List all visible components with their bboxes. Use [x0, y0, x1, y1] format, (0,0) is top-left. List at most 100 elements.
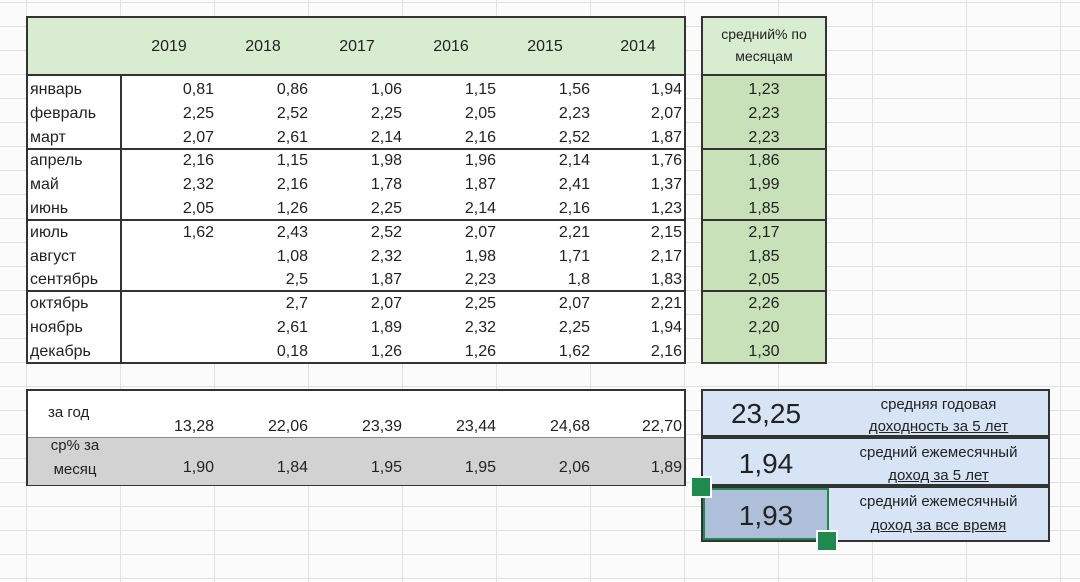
- per-year-label[interactable]: за год: [48, 404, 90, 421]
- value-cell[interactable]: 1,8: [567, 271, 590, 289]
- year-header-2019[interactable]: 2019: [151, 38, 187, 55]
- avg-cell[interactable]: 2,17: [748, 223, 780, 241]
- value-cell[interactable]: 2,25: [558, 319, 590, 336]
- value-cell[interactable]: 1,89: [370, 319, 402, 336]
- value-cell[interactable]: 2,52: [370, 223, 402, 241]
- value-cell[interactable]: 1,15: [276, 152, 308, 170]
- avg-cell[interactable]: 1,23: [748, 81, 780, 98]
- avg-month-label-line2[interactable]: месяц: [53, 461, 97, 478]
- selected-cell[interactable]: 1,93: [703, 488, 829, 540]
- value-cell[interactable]: 2,23: [464, 271, 496, 289]
- value-cell[interactable]: 2,32: [464, 319, 496, 336]
- avg-cell[interactable]: 1,30: [748, 342, 780, 360]
- avg-cell[interactable]: 2,20: [748, 319, 780, 336]
- month-label[interactable]: ноябрь: [30, 319, 83, 336]
- year-total-cell[interactable]: 22,06: [267, 418, 308, 435]
- avg-cell[interactable]: 2,05: [748, 271, 780, 289]
- year-header-2017[interactable]: 2017: [339, 38, 375, 55]
- value-cell[interactable]: 1,98: [464, 247, 496, 265]
- value-cell[interactable]: 2,07: [182, 128, 214, 146]
- value-cell[interactable]: 2,5: [285, 271, 308, 289]
- value-cell[interactable]: 2,14: [464, 200, 496, 217]
- value-cell[interactable]: 2,05: [182, 200, 214, 217]
- value-cell[interactable]: 2,43: [276, 223, 308, 241]
- value-cell[interactable]: 2,16: [558, 200, 590, 217]
- month-label[interactable]: сентябрь: [30, 271, 99, 289]
- value-cell[interactable]: 2,25: [370, 104, 402, 122]
- value-cell[interactable]: 2,07: [370, 295, 402, 313]
- value-cell[interactable]: 2,05: [464, 104, 496, 122]
- avg-cell[interactable]: 2,26: [748, 295, 780, 313]
- value-cell[interactable]: 2,21: [650, 295, 682, 313]
- value-cell[interactable]: 1,94: [650, 81, 682, 98]
- value-cell[interactable]: 1,87: [650, 128, 682, 146]
- avg-cell[interactable]: 2,23: [748, 128, 780, 146]
- avg-month-label-line1[interactable]: ср% за: [50, 437, 100, 454]
- value-cell[interactable]: 2,61: [276, 319, 308, 336]
- month-label[interactable]: октябрь: [30, 295, 89, 313]
- avg-column-header[interactable]: средний% по месяцам: [703, 18, 825, 76]
- value-cell[interactable]: 2,52: [276, 104, 308, 122]
- value-cell[interactable]: 2,32: [370, 247, 402, 265]
- value-cell[interactable]: 1,78: [370, 176, 402, 194]
- value-cell[interactable]: 0,86: [276, 81, 308, 98]
- value-cell[interactable]: 2,16: [464, 128, 496, 146]
- summary-value[interactable]: 1,94: [738, 448, 794, 479]
- month-label[interactable]: апрель: [30, 152, 83, 170]
- value-cell[interactable]: 1,96: [464, 152, 496, 170]
- year-header-2015[interactable]: 2015: [527, 38, 563, 55]
- value-cell[interactable]: 2,07: [558, 295, 590, 313]
- value-cell[interactable]: 2,07: [464, 223, 496, 241]
- value-cell[interactable]: 1,56: [558, 81, 590, 98]
- value-cell[interactable]: 2,07: [650, 104, 682, 122]
- year-header-2018[interactable]: 2018: [245, 38, 281, 55]
- value-cell[interactable]: 2,61: [276, 128, 308, 146]
- month-label[interactable]: август: [30, 247, 77, 265]
- value-cell[interactable]: 0,18: [276, 342, 308, 360]
- year-total-cell[interactable]: 13,28: [173, 418, 214, 435]
- selection-end-handle[interactable]: [816, 530, 838, 552]
- value-cell[interactable]: 1,26: [276, 200, 308, 217]
- value-cell[interactable]: 2,14: [370, 128, 402, 146]
- year-total-cell[interactable]: 23,44: [455, 418, 496, 435]
- year-total-cell[interactable]: 22,70: [641, 418, 682, 435]
- summary-value[interactable]: 23,25: [730, 398, 802, 429]
- avg-month-cell[interactable]: 1,84: [276, 459, 308, 476]
- value-cell[interactable]: 2,17: [650, 247, 682, 265]
- value-cell[interactable]: 1,94: [650, 319, 682, 336]
- avg-month-cell[interactable]: 1,90: [182, 459, 214, 476]
- avg-cell[interactable]: 1,85: [748, 247, 780, 265]
- value-cell[interactable]: 1,87: [464, 176, 496, 194]
- year-header-2016[interactable]: 2016: [433, 38, 469, 55]
- value-cell[interactable]: 2,14: [558, 152, 590, 170]
- value-cell[interactable]: 1,71: [558, 247, 590, 265]
- value-cell[interactable]: 1,37: [650, 176, 682, 194]
- value-cell[interactable]: 2,21: [558, 223, 590, 241]
- avg-cell[interactable]: 1,85: [748, 200, 780, 217]
- month-label[interactable]: январь: [30, 81, 82, 98]
- value-cell[interactable]: 1,08: [276, 247, 308, 265]
- value-cell[interactable]: 1,87: [370, 271, 402, 289]
- value-cell[interactable]: 2,52: [558, 128, 590, 146]
- value-cell[interactable]: 2,25: [182, 104, 214, 122]
- month-label[interactable]: февраль: [30, 104, 97, 122]
- value-cell[interactable]: 2,16: [650, 342, 682, 360]
- value-cell[interactable]: 2,25: [370, 200, 402, 217]
- value-cell[interactable]: 1,15: [464, 81, 496, 98]
- value-cell[interactable]: 2,15: [650, 223, 682, 241]
- avg-cell[interactable]: 2,23: [748, 104, 780, 122]
- value-cell[interactable]: 2,32: [182, 176, 214, 194]
- value-cell[interactable]: 1,26: [370, 342, 402, 360]
- month-label[interactable]: май: [30, 176, 59, 194]
- value-cell[interactable]: 1,06: [370, 81, 402, 98]
- avg-month-cell[interactable]: 2,06: [558, 459, 590, 476]
- value-cell[interactable]: 0,81: [182, 81, 214, 98]
- month-label[interactable]: июнь: [30, 200, 69, 217]
- avg-cell[interactable]: 1,99: [748, 176, 780, 194]
- avg-month-cell[interactable]: 1,89: [650, 459, 682, 476]
- year-total-cell[interactable]: 23,39: [361, 418, 402, 435]
- value-cell[interactable]: 2,16: [182, 152, 214, 170]
- value-cell[interactable]: 2,25: [464, 295, 496, 313]
- avg-month-cell[interactable]: 1,95: [464, 459, 496, 476]
- avg-cell[interactable]: 1,86: [748, 152, 780, 170]
